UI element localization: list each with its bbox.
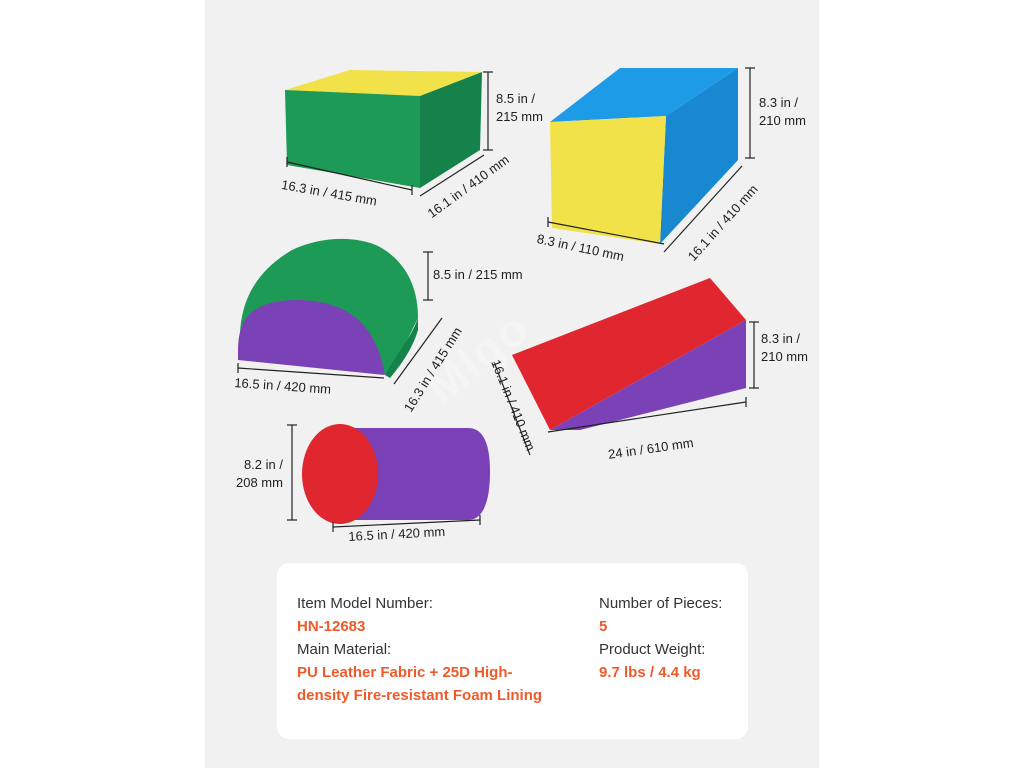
pieces-count-label: Number of Pieces: xyxy=(599,595,723,612)
material-value-line2: density Fire-resistant Foam Lining xyxy=(297,687,543,704)
model-number-value: HN-12683 xyxy=(297,618,366,635)
block-dimension-lines xyxy=(547,67,755,253)
pieces-count-value: 5 xyxy=(599,618,608,635)
half-cylinder-piece xyxy=(238,238,418,378)
half-cylinder-dimension-lines xyxy=(237,251,443,385)
cylinder-dimension-lines xyxy=(287,424,481,532)
specs-card: Item Model Number: HN-12683 Main Materia… xyxy=(277,563,748,739)
cube-piece xyxy=(285,70,482,188)
weight-value: 9.7 lbs / 4.4 kg xyxy=(599,664,701,681)
cylinder-height-label: 8.2 in / 208 mm xyxy=(236,457,283,490)
cylinder-piece xyxy=(302,424,490,524)
cube-dimension-lines xyxy=(286,71,493,197)
wedge-dimension-lines xyxy=(493,321,759,456)
model-number-label: Item Model Number: xyxy=(297,595,433,612)
half-cylinder-height-label: 8.5 in / 215 mm xyxy=(433,267,523,282)
wedge-piece xyxy=(512,278,746,430)
material-value-line1: PU Leather Fabric + 25D High- xyxy=(297,664,513,681)
block-piece xyxy=(550,68,738,244)
cube-height-label: 8.5 in / 215 mm xyxy=(496,91,543,124)
material-label: Main Material: xyxy=(297,641,392,658)
weight-label: Product Weight: xyxy=(599,641,706,658)
wedge-height-label: 8.3 in / 210 mm xyxy=(761,331,808,364)
block-height-label: 8.3 in / 210 mm xyxy=(759,95,806,128)
